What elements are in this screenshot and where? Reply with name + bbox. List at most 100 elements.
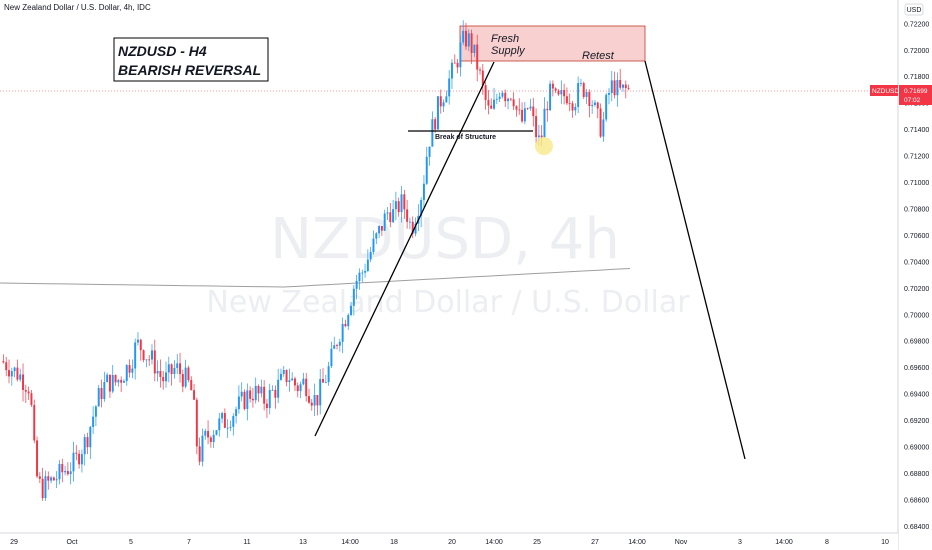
time-tick-label: 14:00 <box>341 539 359 546</box>
last-price-value: 0.71699 <box>904 88 928 95</box>
time-tick-label: 29 <box>10 539 18 546</box>
candle-bearish <box>557 90 560 95</box>
time-tick-label: 14:00 <box>485 539 503 546</box>
candle-bullish <box>212 434 215 443</box>
candle-bullish <box>218 418 221 431</box>
price-tick-label: 0.69600 <box>904 365 929 372</box>
price-tick-label: 0.69200 <box>904 418 929 425</box>
candle-bearish <box>285 370 288 383</box>
candle-bullish <box>288 380 291 383</box>
candle-bullish <box>330 348 333 367</box>
candle-bearish <box>403 194 406 210</box>
candle-bearish <box>249 390 252 399</box>
candle-bearish <box>61 463 64 473</box>
candle-bullish <box>358 272 361 282</box>
candle-bearish <box>596 102 599 109</box>
candle-bullish <box>167 364 170 373</box>
candle-bullish <box>445 96 448 103</box>
price-tick-label: 0.69400 <box>904 392 929 399</box>
candle-bullish <box>442 102 445 107</box>
price-tick-label: 0.70600 <box>904 233 929 240</box>
candle-bullish <box>97 388 100 407</box>
time-tick-label: 5 <box>129 539 133 546</box>
candle-bearish <box>465 30 467 47</box>
candle-bullish <box>111 375 114 392</box>
candle-bullish <box>240 391 243 397</box>
candle-bullish <box>103 382 106 400</box>
candle-bearish <box>546 108 549 111</box>
candle-bullish <box>366 259 369 272</box>
candle-bearish <box>453 62 456 64</box>
candle-bullish <box>246 390 249 409</box>
candle-bearish <box>33 404 36 441</box>
candle-bullish <box>221 413 224 419</box>
candle-bullish <box>585 92 588 97</box>
candle-bearish <box>619 80 622 88</box>
candle-bearish <box>535 116 538 138</box>
candle-bullish <box>355 281 358 289</box>
supply-label: Supply <box>491 45 526 57</box>
candle-bullish <box>282 370 285 374</box>
price-tick-label: 0.71800 <box>904 74 929 81</box>
candle-bearish <box>30 393 33 405</box>
candle-bullish <box>327 366 330 383</box>
candle-bullish <box>375 233 378 239</box>
currency-badge[interactable] <box>904 3 924 16</box>
candle-bullish <box>422 183 425 201</box>
candle-bearish <box>257 385 260 394</box>
candle-bearish <box>179 363 182 374</box>
candle-bullish <box>279 373 282 380</box>
watermark-symbol: NZDUSD, 4h <box>270 207 620 272</box>
candle-bearish <box>2 361 5 363</box>
candle-bullish <box>131 368 134 373</box>
candle-bullish <box>44 476 47 499</box>
price-axis-background[interactable] <box>898 0 932 550</box>
price-tick-label: 0.70000 <box>904 312 929 319</box>
candle-bearish <box>504 92 507 102</box>
candle-bullish <box>364 271 367 273</box>
candle-bearish <box>27 391 30 394</box>
time-axis-background[interactable] <box>0 533 898 550</box>
candle-bearish <box>470 33 473 53</box>
candle-bearish <box>38 476 41 479</box>
price-tick-label: 0.70800 <box>904 206 929 213</box>
candle-bullish <box>386 212 389 214</box>
candle-bullish <box>176 363 179 369</box>
candle-bullish <box>436 96 439 130</box>
retest-label: Retest <box>582 50 615 62</box>
uptrend-line[interactable] <box>314 61 495 437</box>
candle-bearish <box>187 367 190 381</box>
candle-bullish <box>145 359 148 361</box>
candle-bullish <box>277 379 280 398</box>
time-tick-label: Nov <box>675 539 688 546</box>
candle-bullish <box>347 315 350 327</box>
candle-bearish <box>490 105 493 109</box>
candle-bullish <box>19 374 22 380</box>
candle-bearish <box>195 399 198 447</box>
candle-bearish <box>456 62 459 68</box>
candle-bullish <box>383 213 386 231</box>
candle-bearish <box>613 80 616 96</box>
candle-bearish <box>397 201 400 213</box>
candle-bearish <box>336 345 339 346</box>
price-tick-label: 0.71000 <box>904 180 929 187</box>
candle-bearish <box>209 437 212 443</box>
candle-bullish <box>237 396 240 410</box>
candle-bullish <box>467 33 470 47</box>
candle-bullish <box>324 382 327 383</box>
candle-bearish <box>181 373 184 387</box>
candle-bearish <box>198 446 201 462</box>
candle-bullish <box>226 427 229 429</box>
moving-average-line <box>0 268 631 288</box>
projection-line[interactable] <box>644 60 746 460</box>
candle-bullish <box>117 379 120 383</box>
fresh-supply-zone[interactable] <box>459 25 646 62</box>
candle-bullish <box>291 378 294 381</box>
currency-label: USD <box>907 7 922 14</box>
candle-bearish <box>170 364 173 375</box>
candle-bullish <box>537 135 540 138</box>
candle-bullish <box>450 62 453 79</box>
candle-bearish <box>120 379 123 383</box>
candle-bearish <box>568 103 571 105</box>
